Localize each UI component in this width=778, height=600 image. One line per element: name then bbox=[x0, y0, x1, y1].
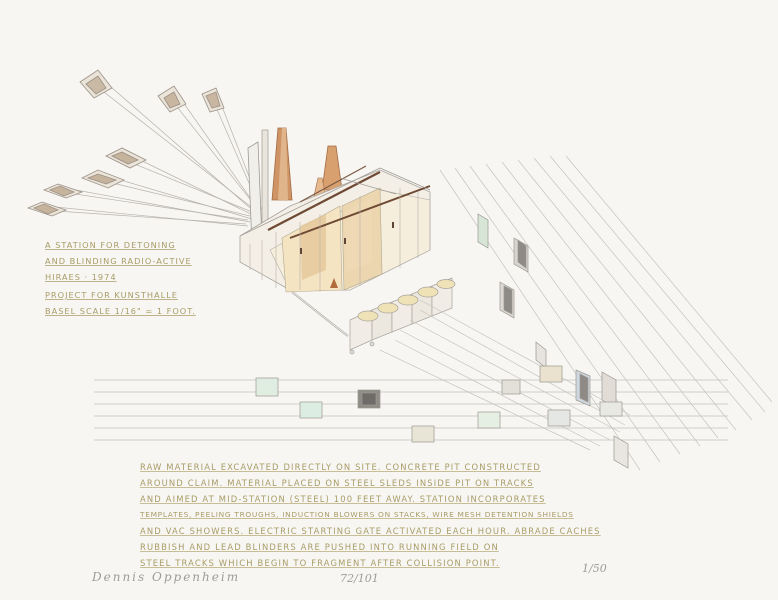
print-number: 72/101 bbox=[340, 572, 379, 585]
title-line-2: AND BLINDING RADIO-ACTIVE bbox=[45, 256, 192, 266]
title-line-5: BASEL SCALE 1/16" = 1 FOOT. bbox=[45, 306, 196, 316]
description-line-2: AROUND CLAIM. MATERIAL PLACED ON STEEL S… bbox=[140, 478, 534, 488]
title-line-1: A STATION FOR DETONING bbox=[45, 240, 176, 250]
description-line-6: RUBBISH AND LEAD BLINDERS ARE PUSHED INT… bbox=[140, 542, 499, 552]
title-line-4: PROJECT FOR KUNSTHALLE bbox=[45, 290, 178, 300]
edition-number: 1/50 bbox=[582, 562, 607, 575]
description-line-4: TEMPLATES, PEELING TROUGHS, INDUCTION BL… bbox=[140, 510, 574, 519]
title-line-3: HIRAES · 1974 bbox=[45, 272, 117, 282]
description-line-5: AND VAC SHOWERS. ELECTRIC STARTING GATE … bbox=[140, 526, 601, 536]
projection-plates-fan bbox=[41, 79, 263, 227]
blinder-panels bbox=[255, 213, 629, 469]
station-building bbox=[239, 127, 431, 337]
projection-plates bbox=[26, 69, 225, 217]
artist-signature: Dennis Oppenheim bbox=[92, 570, 241, 584]
diagonal-tracks bbox=[379, 155, 773, 471]
description-line-7: STEEL TRACKS WHICH BEGIN TO FRAGMENT AFT… bbox=[140, 558, 500, 568]
description-line-1: RAW MATERIAL EXCAVATED DIRECTLY ON SITE.… bbox=[140, 462, 541, 472]
blower-sleds bbox=[349, 277, 456, 355]
description-line-3: AND AIMED AT MID-STATION (STEEL) 100 FEE… bbox=[140, 494, 546, 504]
